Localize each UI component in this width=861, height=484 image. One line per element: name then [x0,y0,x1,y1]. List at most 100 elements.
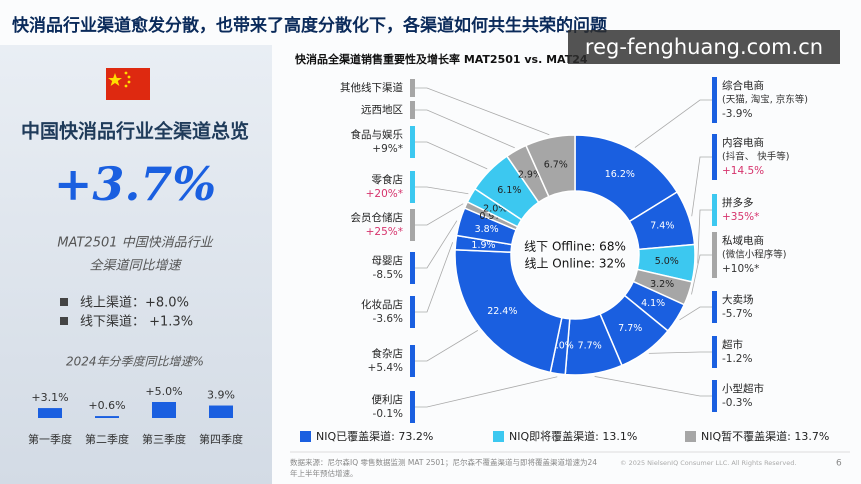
channel-name: 拼多多 [722,196,754,209]
channel-name: 零食店 [372,173,404,186]
legend-label: NIQ已覆盖渠道: 73.2% [316,429,433,443]
value-label: 16.2% [605,169,635,180]
leader-line [415,186,469,195]
bar [152,402,176,418]
value-label: 1.9% [471,240,495,251]
page-title: 快消品行业渠道愈发分散，也带来了高度分散化下，各渠道如何共生共荣的问题 [12,15,608,36]
channel-name: 母婴店 [372,254,404,267]
bar [209,405,233,418]
channel-name: 远西地区 [361,103,403,116]
value-label: 5.0% [655,256,679,267]
value-label: 0.9% [479,211,503,222]
page-number: 6 [836,459,842,469]
donut-title: 快消品全渠道销售重要性及增长率 MAT2501 vs. MAT24 [294,52,588,66]
caption: 全渠道同比增速 [89,258,182,274]
value-label: 3.2% [650,279,674,290]
flag [106,68,150,100]
bar [38,408,62,418]
overview-title: 中国快消品行业全渠道总览 [21,120,249,143]
leader-line [691,254,712,295]
leader-line [415,141,488,170]
channel-growth: -3.9% [722,108,752,120]
leader-line [415,242,454,313]
donut-segment [454,248,563,374]
quarter-label: 第三季度 [142,432,186,446]
channel-name: 大卖场 [722,293,754,306]
leader-line [697,209,712,264]
channel-color-bar [410,171,415,203]
value-label: 7.7% [618,323,642,334]
leader-line [634,99,712,148]
channel-color-bar [410,296,415,328]
leader-line [415,87,550,136]
channel-color-bar [410,209,415,241]
value-label: 7.7% [578,340,602,351]
bar-value-label: +0.6% [88,399,125,412]
channel-name: 会员仓储店 [351,211,404,224]
channel-growth: +5.4% [368,362,403,374]
channel-growth: +14.5% [722,165,764,177]
leader-line [679,306,712,321]
legend-swatch [493,431,504,442]
channel-name: 小型超市 [722,382,764,395]
bullet-text: 线下渠道： +1.3% [80,315,193,330]
value-label: 2.0% [483,204,507,215]
value-label: 3.8% [475,224,499,235]
value-label: 6.1% [497,185,521,196]
bullet-text: 线上渠道：+8.0% [80,296,189,311]
caption: MAT2501 中国快消品行业 [57,236,213,251]
channel-growth: -5.7% [722,308,752,320]
leader-line [415,220,458,269]
bar-value-label: +5.0% [145,385,182,398]
leader-line [648,351,712,354]
channel-growth: +25%* [366,226,403,238]
channel-color-bar [410,391,415,423]
watermark: reg-fenghuang.com.cn [585,35,823,59]
value-label: 2.0% [550,341,574,352]
center-label: 线上 Online: 32% [524,257,625,271]
channel-color-bar [410,126,415,158]
channel-name: 超市 [722,338,743,351]
quarter-chart-title: 2024年分季度同比增速% [66,355,204,369]
channel-color-bar [712,380,717,412]
channel-color-bar [712,77,717,123]
quarter-label: 第一季度 [28,432,72,446]
legend-label: NIQ暂不覆盖渠道: 13.7% [701,429,829,443]
channel-name: 内容电商 [722,136,764,149]
footer-source: 数据来源：尼尔森IQ 零售数据监测 MAT 2501；尼尔森不覆盖渠道与即将覆盖… [290,457,597,467]
quarter-label: 第四季度 [199,432,243,446]
channel-name: 其他线下渠道 [340,81,403,94]
value-label: 22.4% [487,306,517,317]
channel-name: 便利店 [372,393,404,406]
headline: +3.7% [54,157,216,211]
channel-growth: -0.3% [722,397,752,409]
channel-growth: +20%* [366,188,403,200]
channel-growth: +10%* [722,263,759,275]
bar-value-label: 3.9% [207,389,235,402]
channel-note: (微信小程序等) [722,249,786,261]
leader-line [691,156,712,217]
bullet [60,317,68,325]
channel-color-bar [410,345,415,377]
channel-name: 食杂店 [372,347,404,360]
legend-label: NIQ即将覆盖渠道: 13.1% [509,429,637,443]
footer-source: 年上半年预估增速。 [290,468,358,478]
channel-name: 食品与娱乐 [351,128,404,141]
bar-value-label: +3.1% [31,391,68,404]
value-label: 7.4% [650,221,674,232]
value-label: 4.1% [641,298,665,309]
channel-color-bar [410,79,415,97]
leader-line [415,376,558,408]
center-label: 线下 Offline: 68% [524,240,626,254]
channel-color-bar [410,101,415,119]
donut-segment [524,134,576,198]
channel-note: (天猫, 淘宝, 京东等) [722,94,808,106]
channel-color-bar [410,252,415,284]
channel-name: 综合电商 [722,79,764,92]
leader-line [594,376,712,397]
bar [95,416,119,418]
channel-color-bar [712,194,717,226]
channel-name: 化妆品店 [361,298,403,311]
channel-color-bar [712,291,717,323]
footer-copyright: © 2025 NielsenIQ Consumer LLC. All Right… [620,459,796,467]
